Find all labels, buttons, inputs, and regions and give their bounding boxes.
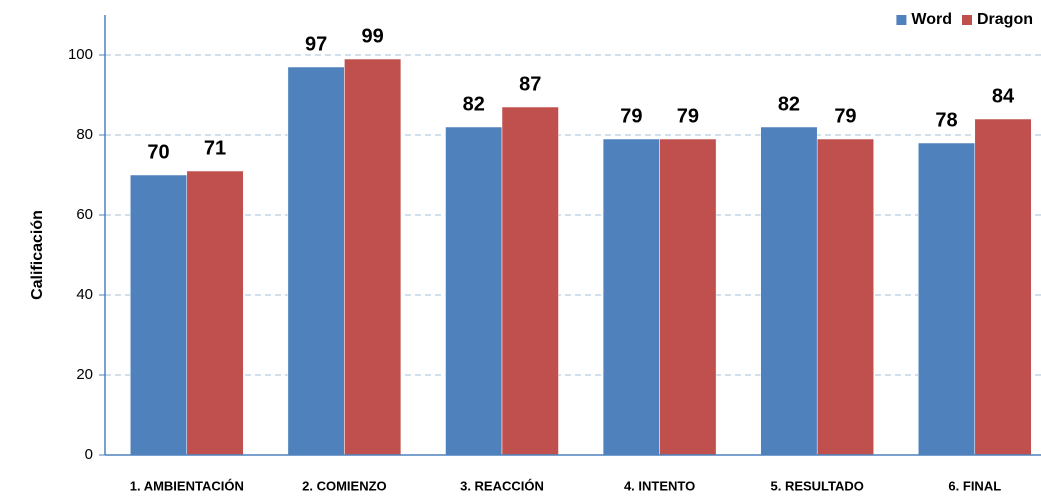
legend-label: Word xyxy=(911,11,952,28)
value-label: 78 xyxy=(935,109,957,131)
bar xyxy=(918,142,976,456)
bar xyxy=(760,126,818,456)
y-axis-label: Calificación xyxy=(29,210,46,300)
x-tick-label: 2. COMIENZO xyxy=(302,478,387,493)
x-tick-label: 5. RESULTADO xyxy=(770,478,863,493)
value-label: 84 xyxy=(992,85,1015,107)
value-label: 71 xyxy=(204,137,226,159)
value-label: 79 xyxy=(620,105,642,127)
legend-swatch xyxy=(962,15,972,25)
y-tick-label: 60 xyxy=(76,206,93,223)
y-tick-label: 80 xyxy=(76,126,93,143)
value-label: 79 xyxy=(834,105,856,127)
x-tick-label: 4. INTENTO xyxy=(624,478,695,493)
bar xyxy=(186,170,244,456)
bar xyxy=(344,58,402,456)
value-label: 99 xyxy=(362,25,384,47)
bar xyxy=(130,174,188,456)
value-label: 79 xyxy=(677,105,699,127)
bar xyxy=(974,118,1032,456)
value-label: 87 xyxy=(519,73,541,95)
value-label: 82 xyxy=(778,93,800,115)
x-tick-label: 6. FINAL xyxy=(948,478,1001,493)
value-label: 97 xyxy=(305,33,327,55)
bar xyxy=(501,106,559,456)
x-tick-label: 3. REACCIÓN xyxy=(460,478,544,493)
x-tick-label: 1. AMBIENTACIÓN xyxy=(130,478,244,493)
y-tick-label: 40 xyxy=(76,286,93,303)
bar xyxy=(287,66,345,456)
value-label: 70 xyxy=(147,141,169,163)
bar xyxy=(659,138,717,456)
bar xyxy=(602,138,660,456)
value-label: 82 xyxy=(463,93,485,115)
y-tick-label: 100 xyxy=(68,46,93,63)
bar xyxy=(816,138,874,456)
y-tick-label: 0 xyxy=(85,446,93,463)
bar xyxy=(445,126,503,456)
legend-swatch xyxy=(896,15,907,25)
y-tick-label: 20 xyxy=(76,366,93,383)
legend-label: Dragon xyxy=(977,11,1033,28)
